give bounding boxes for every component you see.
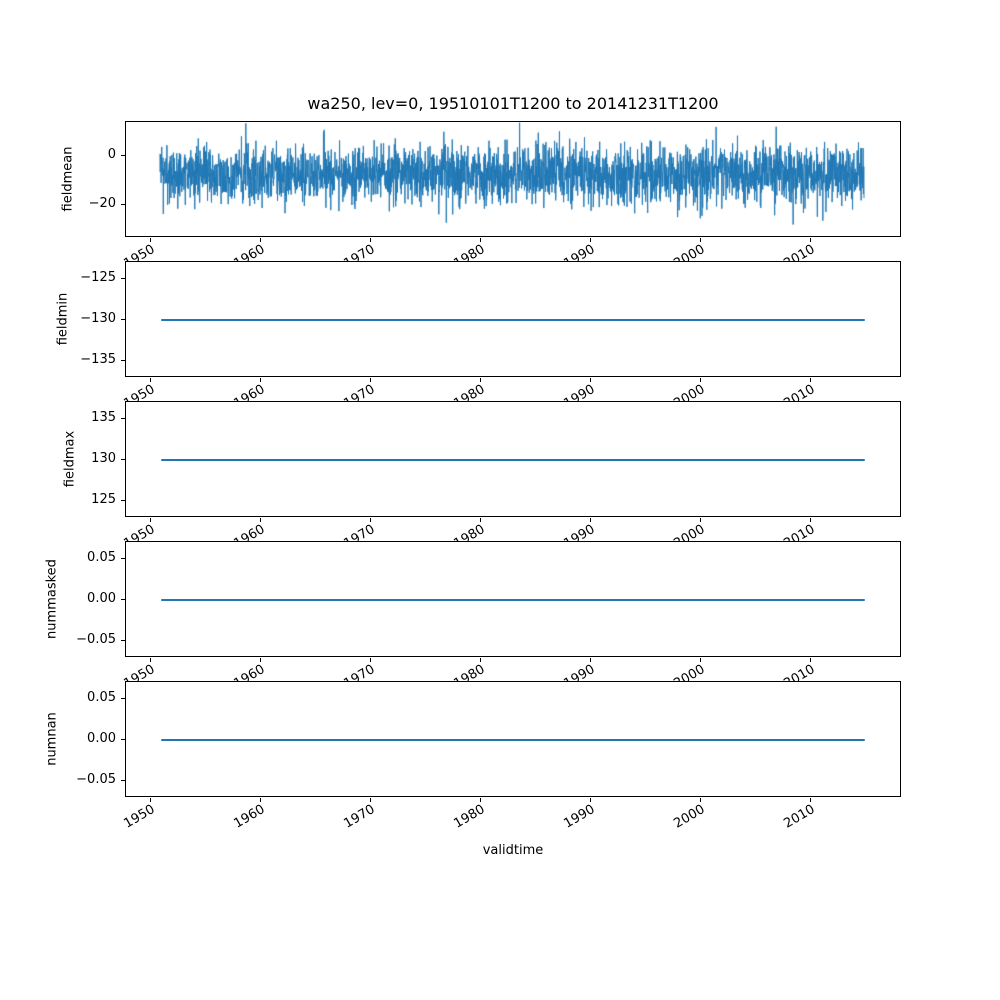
y-tick-label: 0.05 bbox=[87, 550, 116, 565]
fieldmax-series-line bbox=[161, 459, 865, 461]
x-tick-mark bbox=[700, 658, 701, 662]
y-tick-mark bbox=[121, 155, 125, 156]
y-tick-label: −135 bbox=[80, 352, 116, 367]
fieldmin-series-line bbox=[161, 319, 865, 321]
x-tick-mark bbox=[370, 798, 371, 802]
x-tick-mark bbox=[480, 658, 481, 662]
x-axis-label: validtime bbox=[482, 843, 544, 858]
y-tick-label: 0.00 bbox=[87, 591, 116, 606]
x-tick-mark bbox=[480, 238, 481, 242]
y-tick-mark bbox=[121, 319, 125, 320]
x-tick-mark bbox=[150, 658, 151, 662]
x-tick-mark bbox=[590, 798, 591, 802]
y-tick-mark bbox=[121, 360, 125, 361]
x-tick-mark bbox=[590, 518, 591, 522]
x-tick-mark bbox=[150, 238, 151, 242]
y-tick-mark bbox=[121, 780, 125, 781]
fieldmean-series-line bbox=[126, 122, 900, 236]
subplot-fieldmax: fieldmax 1950 1960 1970 1980 1990 2000 2010 13… bbox=[0, 401, 1000, 552]
y-tick-label: 125 bbox=[91, 492, 116, 507]
plot-area-fieldmin: 1950 1960 1970 1980 1990 2000 2010 bbox=[121, 261, 901, 412]
y-tick-mark bbox=[121, 204, 125, 205]
x-tick-mark bbox=[700, 378, 701, 382]
x-tick-mark bbox=[150, 378, 151, 382]
plot-area-fieldmean: 1950 1960 1970 1980 1990 2000 2010 bbox=[121, 121, 901, 272]
x-tick-mark bbox=[480, 378, 481, 382]
x-tick-label: 1950 bbox=[121, 802, 158, 832]
x-tick-mark bbox=[590, 658, 591, 662]
x-tick-label: 2000 bbox=[671, 802, 708, 832]
x-tick-label: 1990 bbox=[561, 802, 598, 832]
y-tick-label: 135 bbox=[91, 410, 116, 425]
x-tick-mark bbox=[810, 518, 811, 522]
subplot-fieldmin: fieldmin 1950 1960 1970 1980 1990 2000 2010 −1… bbox=[0, 261, 1000, 412]
x-tick-mark bbox=[150, 798, 151, 802]
y-tick-label: −0.05 bbox=[76, 772, 116, 787]
x-tick-mark bbox=[260, 798, 261, 802]
x-tick-mark bbox=[700, 518, 701, 522]
x-tick-mark bbox=[370, 378, 371, 382]
x-tick-mark bbox=[810, 238, 811, 242]
x-tick-label: 2010 bbox=[781, 802, 818, 832]
y-tick-mark bbox=[121, 418, 125, 419]
x-tick-mark bbox=[480, 518, 481, 522]
x-tick-mark bbox=[480, 798, 481, 802]
numnan-series-line bbox=[161, 739, 865, 741]
plot-area-fieldmax: 1950 1960 1970 1980 1990 2000 2010 bbox=[121, 401, 901, 552]
x-tick-label: 1970 bbox=[341, 802, 378, 832]
y-tick-label: 130 bbox=[91, 451, 116, 466]
subplot-fieldmean: fieldmean 1950 1960 1970 1980 1990 2000 2010 0… bbox=[0, 121, 1000, 272]
plot-area-numnan: 1950 1960 1970 1980 1990 2000 2010 bbox=[121, 681, 901, 832]
y-tick-label: 0.00 bbox=[87, 731, 116, 746]
x-tick-mark bbox=[810, 378, 811, 382]
x-tick-mark bbox=[700, 238, 701, 242]
subplot-nummasked: nummasked 1950 1960 1970 1980 1990 2000 2010 0… bbox=[0, 541, 1000, 692]
x-tick-mark bbox=[260, 658, 261, 662]
x-tick-mark bbox=[590, 378, 591, 382]
x-tick-mark bbox=[260, 378, 261, 382]
x-tick-mark bbox=[260, 518, 261, 522]
y-tick-label: −0.05 bbox=[76, 632, 116, 647]
nummasked-series-line bbox=[161, 599, 865, 601]
y-tick-label: −130 bbox=[80, 311, 116, 326]
chart-title: wa250, lev=0, 19510101T1200 to 20141231T… bbox=[307, 94, 719, 113]
x-tick-mark bbox=[370, 518, 371, 522]
x-tick-mark bbox=[370, 238, 371, 242]
y-tick-label: −20 bbox=[88, 196, 116, 211]
x-tick-mark bbox=[260, 238, 261, 242]
x-tick-mark bbox=[370, 658, 371, 662]
y-tick-mark bbox=[121, 640, 125, 641]
y-tick-mark bbox=[121, 739, 125, 740]
x-tick-mark bbox=[150, 518, 151, 522]
x-tick-mark bbox=[810, 658, 811, 662]
subplot-numnan: numnan 1950 1960 1970 1980 1990 2000 2010 0.05… bbox=[0, 681, 1000, 832]
plot-area-nummasked: 1950 1960 1970 1980 1990 2000 2010 bbox=[121, 541, 901, 692]
x-tick-label: 1960 bbox=[231, 802, 268, 832]
x-tick-mark bbox=[700, 798, 701, 802]
y-tick-label: −125 bbox=[80, 270, 116, 285]
x-tick-mark bbox=[590, 238, 591, 242]
y-tick-mark bbox=[121, 599, 125, 600]
x-tick-label: 1980 bbox=[451, 802, 488, 832]
y-tick-mark bbox=[121, 459, 125, 460]
y-tick-mark bbox=[121, 698, 125, 699]
y-tick-label: 0 bbox=[107, 147, 116, 162]
x-tick-mark bbox=[810, 798, 811, 802]
y-tick-mark bbox=[121, 500, 125, 501]
y-tick-label: 0.05 bbox=[87, 690, 116, 705]
y-tick-mark bbox=[121, 278, 125, 279]
y-tick-mark bbox=[121, 558, 125, 559]
